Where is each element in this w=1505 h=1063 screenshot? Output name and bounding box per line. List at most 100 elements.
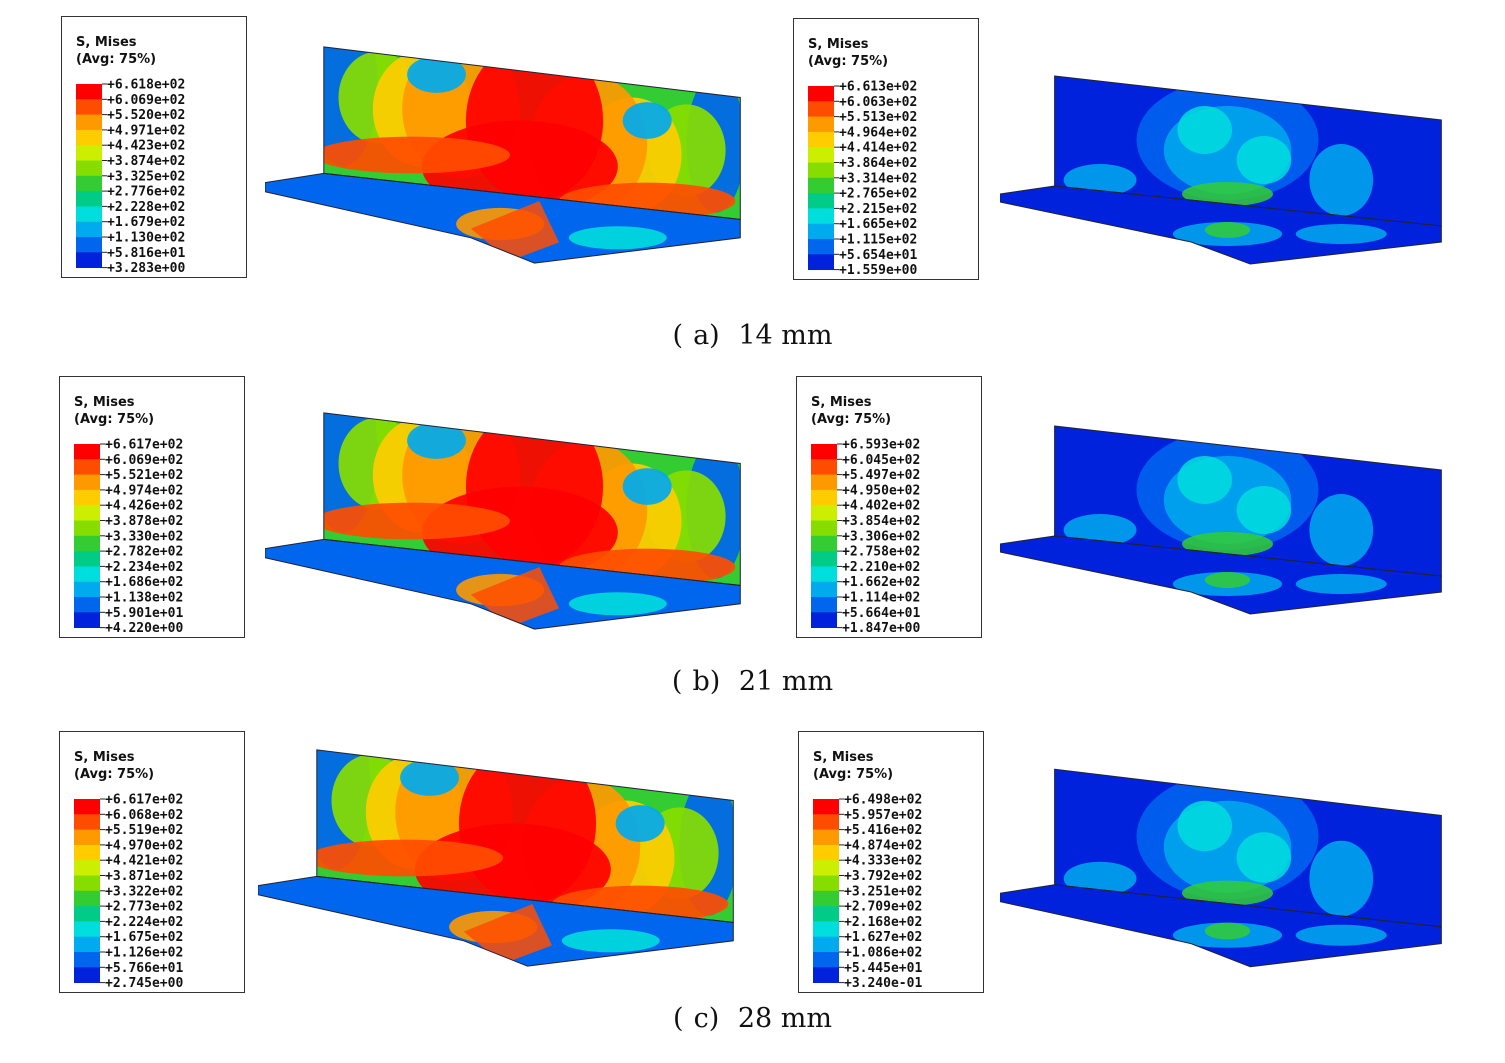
legend-color-band (808, 116, 834, 133)
legend-value: +6.069e+02 (107, 93, 185, 108)
model-flange (265, 539, 741, 630)
legend-value: +6.069e+02 (105, 453, 183, 468)
legend-value: +2.745e+00 (105, 976, 183, 991)
legend-color-band (811, 566, 837, 583)
fe-model-right (1000, 425, 1442, 615)
legend-title: S, Mises (808, 37, 869, 52)
legend-value: +2.215e+02 (839, 202, 917, 217)
caption-c: (c) 28 mm (673, 1003, 832, 1034)
legend-value: +3.306e+02 (842, 529, 920, 544)
legend-color-band (811, 444, 837, 460)
legend-color-band (808, 208, 834, 225)
legend-value: +2.773e+02 (105, 900, 183, 915)
legend-value: +2.776e+02 (107, 185, 185, 200)
legend-subtitle: (Avg: 75%) (76, 52, 157, 67)
legend-color-band (808, 254, 834, 270)
model-flange-outline (1000, 884, 1442, 968)
legend-title: S, Mises (76, 35, 137, 50)
legend-color-band (74, 967, 100, 983)
legend-value: +5.519e+02 (105, 823, 183, 838)
fe-model-left (265, 46, 741, 264)
model-flange (258, 876, 734, 967)
legend-color-band (76, 237, 102, 253)
legend-color-band (813, 875, 839, 892)
legend-subtitle: (Avg: 75%) (811, 412, 892, 427)
legend-value: +5.664e+01 (842, 606, 920, 621)
legend-value: +1.559e+00 (839, 263, 917, 278)
legend-color-band (811, 474, 837, 491)
panel-row-b: S, Mises (Avg: 75%) +6.617e+02 +6.069e+02… (0, 358, 1505, 703)
legend-value: +3.871e+02 (105, 869, 183, 884)
model-flange (265, 173, 741, 264)
panel-row-a: S, Mises (Avg: 75%) +6.618e+02 +6.069e+02… (0, 0, 1505, 351)
model-flange-outline (1000, 535, 1442, 615)
legend-color-band (74, 890, 100, 907)
legend-color-band (74, 921, 100, 938)
legend-color-band (76, 175, 102, 192)
legend-color-band (813, 844, 839, 861)
legend-value: +6.618e+02 (107, 78, 185, 93)
model-flange-outline (1000, 185, 1442, 265)
legend-color-band (808, 177, 834, 194)
legend-color-band (808, 223, 834, 240)
legend-color-band (74, 459, 100, 475)
model-web (1054, 76, 1442, 226)
legend-value: +2.234e+02 (105, 560, 183, 575)
legend-value: +4.414e+02 (839, 141, 917, 156)
legend-color-band (76, 221, 102, 238)
legend-color-band (74, 566, 100, 583)
legend-value: +6.617e+02 (105, 438, 183, 453)
legend-color-band (74, 814, 100, 830)
model-flange (1000, 884, 1442, 967)
legend-color-band (74, 597, 100, 613)
legend-value: +1.115e+02 (839, 233, 917, 248)
legend-value: +1.679e+02 (107, 215, 185, 230)
legend-value: +4.964e+02 (839, 125, 917, 140)
model-web (323, 412, 741, 586)
legend-color-band (813, 860, 839, 876)
legend-value: +3.792e+02 (844, 869, 922, 884)
legend-value: +4.971e+02 (107, 123, 185, 138)
legend-value: +3.864e+02 (839, 156, 917, 171)
legend-value: +4.426e+02 (105, 499, 183, 514)
legend-color-band (76, 114, 102, 131)
model-flange-outline (265, 538, 741, 630)
legend-value: +4.220e+00 (105, 621, 183, 636)
legend-color-band (811, 520, 837, 537)
stress-legend-left: S, Mises (Avg: 75%) +6.617e+02 +6.069e+02… (59, 376, 245, 638)
legend-value: +6.617e+02 (105, 793, 183, 808)
fe-model-left (265, 412, 741, 630)
model-web (1054, 769, 1442, 927)
legend-value: +5.497e+02 (842, 468, 920, 483)
legend-value: +1.665e+02 (839, 217, 917, 232)
legend-value: +1.138e+02 (105, 591, 183, 606)
legend-color-band (74, 551, 100, 567)
legend-value: +5.521e+02 (105, 468, 183, 483)
legend-color-band (813, 829, 839, 846)
legend-value: +3.874e+02 (107, 154, 185, 169)
legend-value: +1.662e+02 (842, 575, 920, 590)
legend-color-band (74, 875, 100, 892)
legend-color-band (808, 193, 834, 209)
legend-color-band (74, 844, 100, 861)
legend-title: S, Mises (74, 750, 135, 765)
fe-model-left (258, 749, 734, 967)
legend-value: +3.854e+02 (842, 514, 920, 529)
legend-color-band (74, 936, 100, 953)
legend-color-band (74, 474, 100, 491)
legend-color-band (74, 489, 100, 506)
legend-value: +6.593e+02 (842, 438, 920, 453)
legend-color-band (74, 581, 100, 598)
legend-color-band (811, 581, 837, 598)
legend-value: +4.950e+02 (842, 483, 920, 498)
legend-value: +3.330e+02 (105, 529, 183, 544)
legend-color-band (74, 906, 100, 922)
legend-value: +2.758e+02 (842, 545, 920, 560)
legend-value: +1.686e+02 (105, 575, 183, 590)
stress-legend-right: S, Mises (Avg: 75%) +6.593e+02 +6.045e+02… (796, 376, 982, 638)
legend-color-band (74, 535, 100, 552)
stress-legend-left: S, Mises (Avg: 75%) +6.618e+02 +6.069e+02… (61, 16, 247, 278)
legend-color-band (74, 829, 100, 846)
legend-value: +5.445e+01 (844, 961, 922, 976)
legend-color-band (74, 799, 100, 815)
